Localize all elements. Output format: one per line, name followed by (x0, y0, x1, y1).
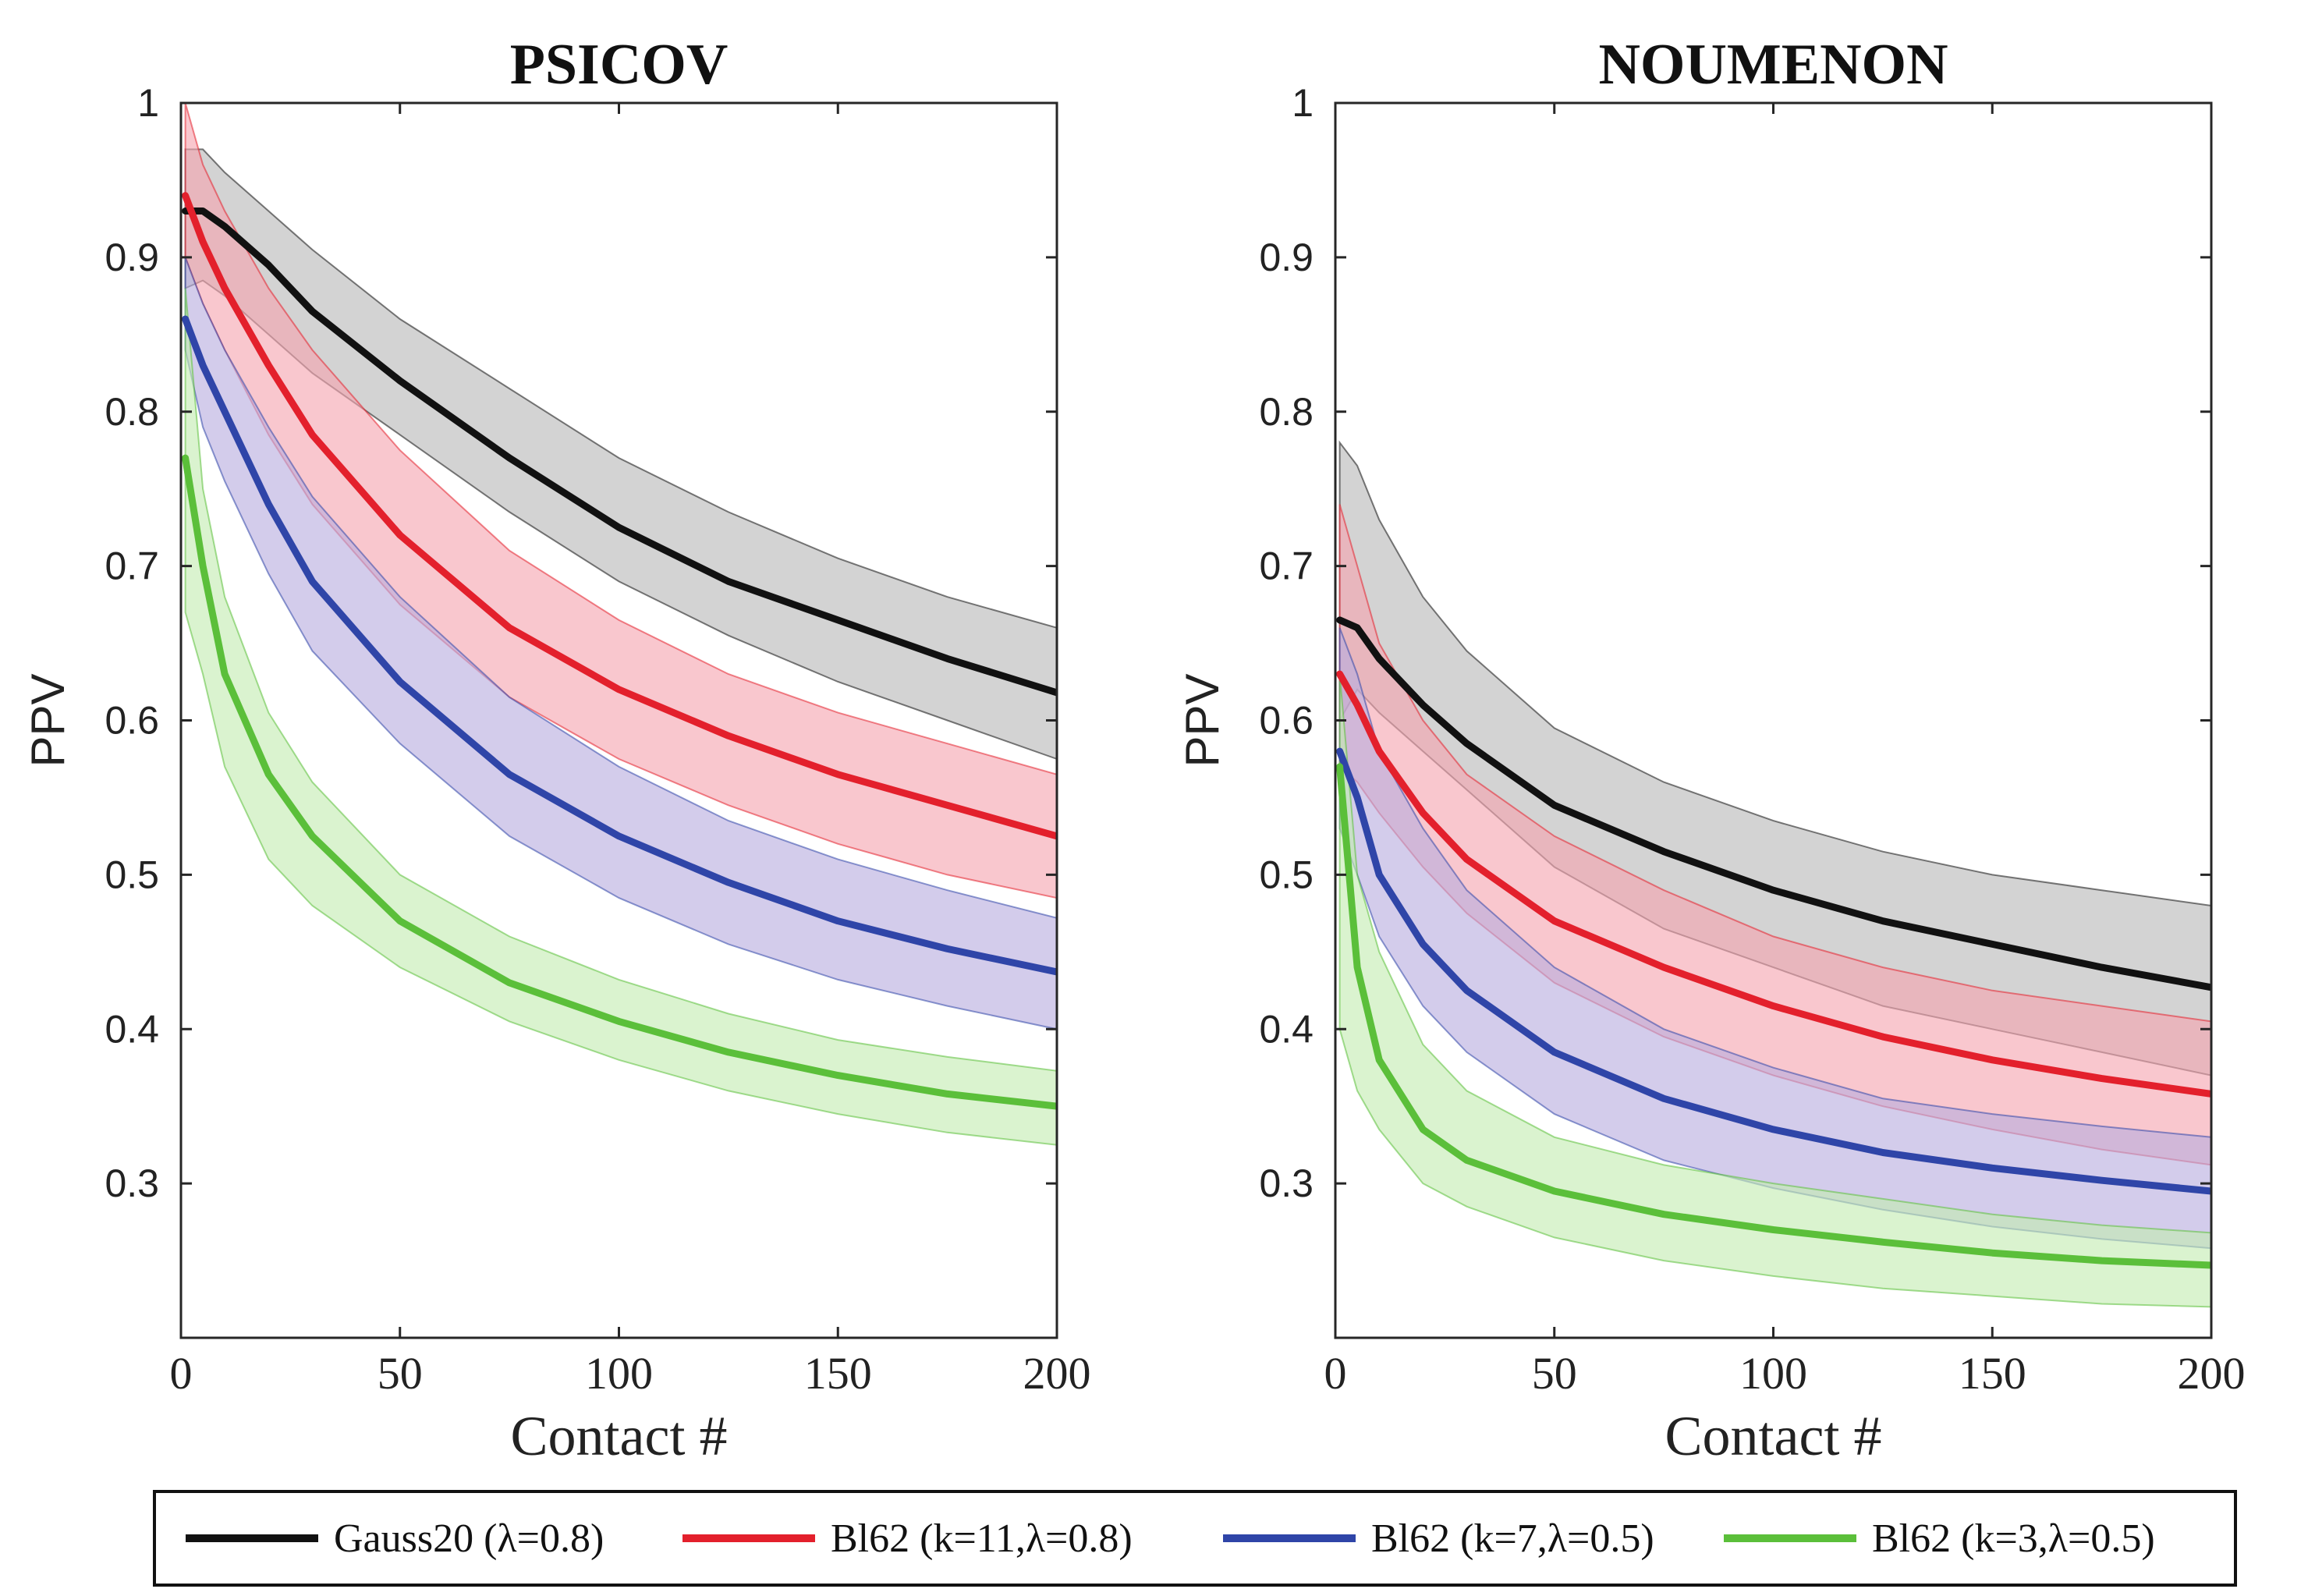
legend-entry-3: Bl62 (k=7,λ=0.5) (1223, 1516, 1654, 1561)
y-tick-label: 0.5 (1259, 853, 1314, 896)
confidence-band-4 (184, 288, 1057, 1146)
confidence-band-3 (1338, 627, 2211, 1250)
series-line-4 (182, 454, 1057, 1110)
y-tick-label: 0.9 (105, 236, 159, 279)
y-tick-label: 0.6 (105, 699, 159, 743)
y-tick-label: 1 (137, 81, 159, 125)
series-line-4 (1336, 763, 2211, 1269)
series-line-1 (182, 207, 1057, 697)
plot-area (182, 103, 1057, 1146)
x-tick-label: 0 (1324, 1348, 1347, 1399)
legend-label: Bl62 (k=11,λ=0.8) (831, 1516, 1133, 1561)
x-tick-label: 100 (585, 1348, 653, 1399)
series-line-3 (182, 315, 1057, 976)
x-tick-label: 150 (804, 1348, 872, 1399)
panel-noumenon: 0.3 0.4 0.5 0.6 0.7 0.8 0.9 1 0 50 100 150 200 NOUMEN… (1176, 33, 2246, 1467)
y-axis-label: PPV (1176, 673, 1228, 767)
x-axis-label: Contact # (511, 1405, 728, 1467)
legend-box (153, 1490, 2237, 1587)
legend-entry-2: Bl62 (k=11,λ=0.8) (682, 1516, 1133, 1561)
x-axis-label: Contact # (1665, 1405, 1882, 1467)
legend-entry-1: Gauss20 (λ=0.8) (186, 1516, 604, 1561)
y-tick-label: 0.3 (1259, 1162, 1314, 1205)
series-line-3 (1336, 747, 2211, 1195)
y-tick-label: 0.5 (105, 853, 159, 896)
y-tick-label: 1 (1292, 81, 1314, 125)
y-tick-label: 0.3 (105, 1162, 159, 1205)
series-line-1 (1336, 616, 2211, 991)
x-tick-label: 150 (1959, 1348, 2026, 1399)
panel-psicov: 0.3 0.4 0.5 0.6 0.7 0.8 0.9 1 0 50 100 150 200 PSICOV… (22, 33, 1091, 1467)
y-tick-label: 0.9 (1259, 236, 1314, 279)
confidence-band-4 (1338, 674, 2211, 1308)
y-tick-label: 0.4 (1259, 1007, 1314, 1051)
series-line-2 (182, 192, 1057, 840)
chart-title: PSICOV (510, 33, 729, 97)
x-tick-label: 100 (1739, 1348, 1807, 1399)
y-tick-label: 0.8 (105, 390, 159, 434)
y-tick-label: 0.6 (1259, 699, 1314, 743)
y-tick-label: 0.7 (1259, 544, 1314, 588)
y-tick-label: 0.8 (1259, 390, 1314, 434)
x-tick-label: 0 (170, 1348, 193, 1399)
x-tick-label: 200 (1023, 1348, 1091, 1399)
legend-label: Bl62 (k=3,λ=0.5) (1872, 1516, 2155, 1561)
legend-entry-4: Bl62 (k=3,λ=0.5) (1724, 1516, 2155, 1561)
x-tick-label: 50 (1532, 1348, 1577, 1399)
x-tick-label: 50 (378, 1348, 423, 1399)
chart-title: NOUMENON (1598, 33, 1948, 97)
y-tick-label: 0.4 (105, 1007, 159, 1051)
legend-label: Bl62 (k=7,λ=0.5) (1371, 1516, 1654, 1561)
legend-label: Gauss20 (λ=0.8) (334, 1516, 604, 1561)
series-line-2 (1336, 670, 2211, 1098)
legend: Gauss20 (λ=0.8) Bl62 (k=11,λ=0.8) Bl62 (k=… (153, 1490, 2237, 1587)
plot-area (1336, 440, 2211, 1308)
y-tick-label: 0.7 (105, 544, 159, 588)
y-axis-label: PPV (22, 673, 74, 767)
x-tick-label: 200 (2178, 1348, 2246, 1399)
